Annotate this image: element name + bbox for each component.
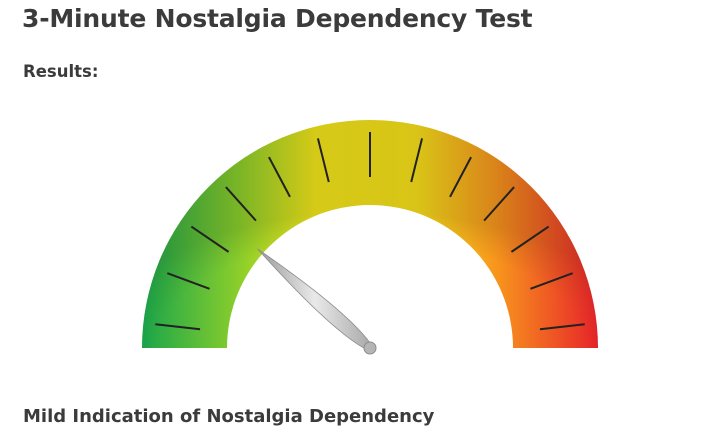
gauge-tick bbox=[410, 138, 424, 183]
needle-shape bbox=[257, 248, 373, 351]
gauge-tick bbox=[510, 225, 550, 253]
result-text: Mild Indication of Nostalgia Dependency bbox=[23, 406, 435, 427]
gauge-tick bbox=[530, 272, 573, 290]
gauge-arc-shade bbox=[142, 120, 598, 348]
page-title: 3-Minute Nostalgia Dependency Test bbox=[22, 4, 533, 33]
gauge-ticks bbox=[155, 132, 585, 331]
gauge-tick bbox=[155, 323, 201, 331]
gauge-tick bbox=[190, 225, 230, 253]
results-label: Results: bbox=[23, 62, 99, 81]
gauge-tick bbox=[449, 156, 472, 198]
gauge-needle bbox=[257, 248, 377, 355]
gauge-tick bbox=[225, 186, 257, 222]
needle-hub bbox=[363, 341, 377, 355]
gauge-tick bbox=[167, 272, 210, 290]
dependency-gauge bbox=[142, 120, 598, 355]
gauge-tick bbox=[268, 156, 291, 198]
gauge-tick bbox=[316, 138, 330, 183]
gauge-tick bbox=[539, 323, 585, 331]
gauge-tick bbox=[483, 186, 515, 222]
